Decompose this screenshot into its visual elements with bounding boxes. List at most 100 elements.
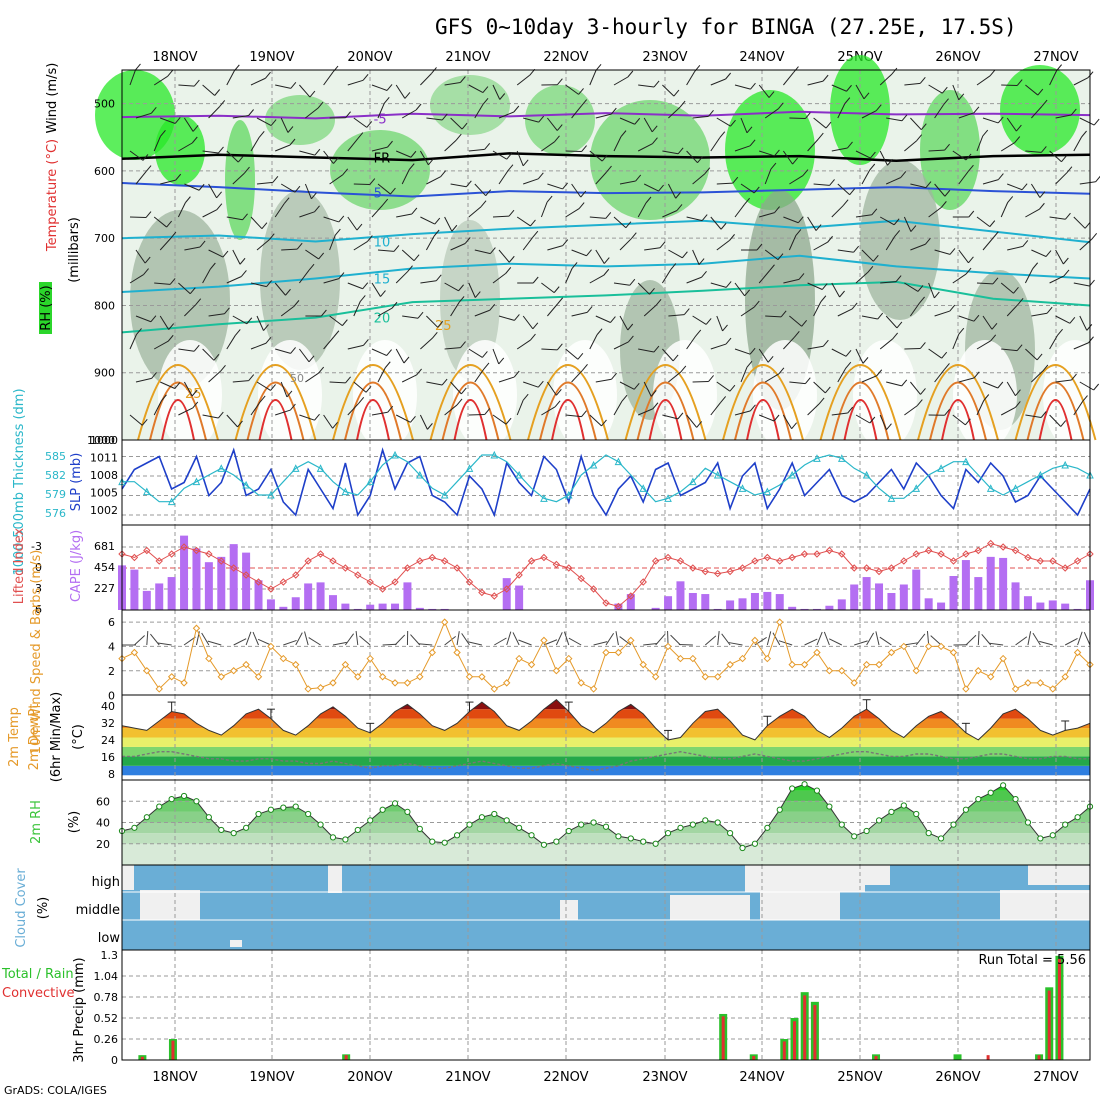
wind-barb	[377, 103, 385, 119]
wind10m-barb	[772, 632, 781, 646]
rh-point	[168, 796, 175, 803]
wind10m-barb	[283, 639, 297, 646]
pressure-tick: 800	[94, 299, 115, 312]
wind-barb-flag	[391, 301, 398, 309]
precip-conv-bar	[803, 995, 807, 1060]
wind-speed-point	[366, 654, 374, 663]
wind-barb-flag	[611, 372, 617, 380]
wind-speed-point	[900, 642, 908, 651]
rh-point	[218, 826, 225, 834]
chart-title: GFS 0~10day 3-hourly for BINGA (27.25E, …	[435, 15, 1017, 39]
wind-barb-flag	[263, 324, 269, 331]
wind-barb-flag	[213, 353, 220, 361]
wind-barb	[153, 340, 169, 350]
wind-barb	[450, 117, 463, 130]
ylabel-cloud-cover: Cloud Cover	[14, 868, 29, 948]
cape-bar	[192, 548, 201, 610]
li-point	[565, 564, 573, 572]
wind-speed-point	[254, 673, 263, 681]
wind-barb-flag	[387, 140, 393, 148]
wind-barb-flag	[413, 254, 420, 262]
wind-barb	[692, 249, 700, 265]
wind-barb-flag	[842, 199, 849, 207]
wind-barb	[305, 249, 319, 260]
wind-barb-flag	[645, 196, 652, 204]
wind-barb	[183, 117, 194, 132]
wind-barb-flag	[910, 225, 917, 232]
wind-barb-flag	[650, 390, 657, 397]
wind-barb	[323, 278, 340, 284]
wind-barb-flag	[704, 167, 711, 175]
wind-barb-flag	[484, 143, 491, 150]
wind-barb-flag	[635, 174, 642, 182]
wind-barb	[178, 142, 193, 152]
li-point	[912, 550, 920, 558]
wind-barb-flag	[730, 119, 736, 127]
wind10m-barb	[394, 634, 406, 646]
wind-barb-flag	[416, 368, 422, 376]
cape-bar	[825, 605, 834, 610]
precip-tick: 1.3	[101, 949, 119, 962]
cape-li-panel: -3 0 3 6 681 454 227 Lifted Index CAPE (J/kg)	[12, 524, 1094, 616]
li-point	[229, 564, 238, 572]
wind-barb	[589, 216, 606, 219]
wind-barb-flag	[863, 92, 870, 100]
wind-speed-point	[689, 654, 697, 663]
wind-barb-flag	[461, 122, 468, 130]
rh-point	[317, 821, 324, 828]
wind-barb	[692, 380, 709, 383]
wind-barb-flag	[507, 164, 514, 172]
li-point	[254, 578, 263, 586]
temp-tick: 40	[101, 700, 115, 713]
wind-barb	[855, 348, 864, 364]
wind-barb	[492, 414, 507, 425]
wind-barb-flag	[844, 97, 851, 104]
wind-barb	[468, 84, 484, 93]
wind-barb-flag	[481, 351, 488, 358]
wind-speed-point	[726, 660, 734, 669]
isotherm-25-arch	[429, 364, 512, 441]
wind-barb-flag	[293, 300, 300, 307]
wind-barb-flag	[557, 297, 564, 305]
wind-barb-flag	[851, 302, 858, 310]
wind-barb-flag	[410, 150, 417, 158]
wind-barb	[589, 150, 603, 162]
wind-speed-point	[292, 660, 300, 669]
wind-barb-flag	[595, 63, 602, 71]
wind-barb-flag	[216, 203, 223, 211]
wind-barb-flag	[289, 138, 296, 146]
isotherm-35-arch	[551, 399, 585, 441]
wind-barb	[160, 179, 176, 185]
li-point	[1049, 557, 1057, 565]
wind-barb	[232, 315, 248, 325]
wind-speed-point	[763, 654, 772, 663]
li-point	[1024, 553, 1032, 562]
wind-speed-point	[391, 679, 399, 687]
wind-barb-flag	[677, 147, 684, 155]
li-point	[589, 585, 598, 593]
ylabel-wind10m: 10m Wind Speed & Barbs (m/s)	[29, 550, 44, 755]
pressure-tick: 600	[94, 165, 115, 178]
wind-barb-flag	[578, 202, 585, 209]
wind-barb	[129, 274, 144, 284]
rh-point	[913, 810, 920, 818]
cape-bar	[1023, 596, 1032, 610]
li-point	[813, 550, 821, 558]
rh-shade	[525, 85, 595, 155]
wind-tick: 2	[108, 665, 115, 678]
wind-barb-flag	[845, 349, 852, 357]
wind-barb	[886, 117, 903, 122]
wind-barb	[565, 268, 573, 284]
wind10m-barb	[643, 643, 658, 646]
wind-barb	[1000, 142, 1016, 152]
wind-barb-flag	[404, 92, 411, 99]
wind-barb	[734, 203, 746, 218]
li-point	[987, 539, 995, 548]
thickness-point	[589, 460, 598, 469]
li-point	[416, 557, 424, 565]
cloud-clear-gap	[230, 940, 242, 947]
dry-pocket	[753, 340, 817, 450]
thickness-point	[788, 470, 796, 479]
thickness-point	[192, 477, 201, 486]
wind-barb-flag	[847, 406, 854, 414]
